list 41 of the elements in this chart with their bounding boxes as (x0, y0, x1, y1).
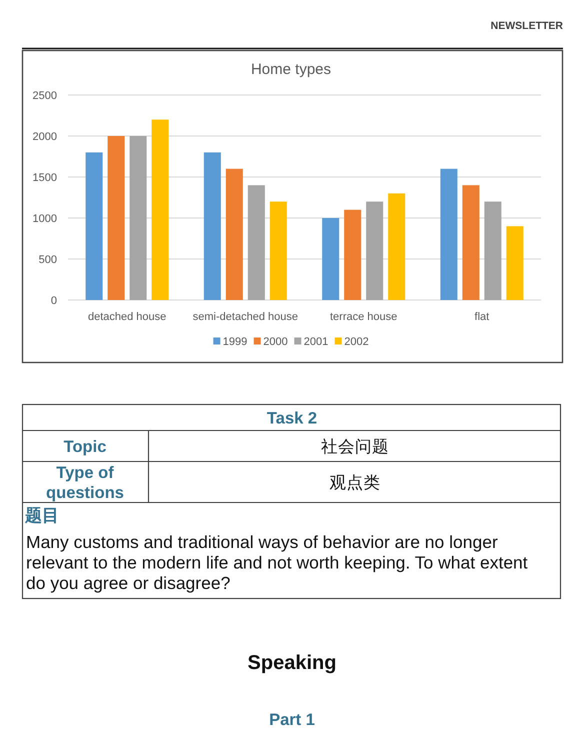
y-tick-label: 1500 (32, 172, 57, 184)
legend-label: 2001 (304, 336, 328, 348)
bar (270, 202, 287, 300)
text: Many customs and traditional ways of behavior are no longer relevant to the modern life and not worth keeping. To what extent do you agree or disagree? (26, 532, 528, 593)
bar (152, 120, 169, 300)
bar (440, 168, 458, 300)
bar (506, 226, 524, 300)
text: 社会问题 (321, 436, 389, 456)
x-tick-label: flat (474, 311, 490, 323)
bar (226, 168, 243, 300)
y-tick-label: 0 (50, 295, 57, 307)
x-tick-label: terrace house (330, 311, 398, 323)
bar (86, 152, 103, 300)
legend-label: 1999 (222, 336, 248, 348)
bar (130, 136, 147, 300)
x-tick-label: semi-detached house (192, 311, 298, 323)
legend-label: 2002 (344, 336, 369, 348)
bar (388, 193, 406, 300)
text: Type of questions (46, 464, 124, 502)
text: Topic (64, 438, 106, 456)
legend-label: 2000 (263, 336, 288, 348)
y-tick-label: 2500 (32, 90, 57, 102)
y-tick-label: 2000 (32, 131, 57, 143)
text: 观点类 (330, 472, 380, 492)
bar (484, 202, 502, 300)
text: Task 2 (266, 409, 318, 428)
x-tick-label: detached house (88, 311, 166, 323)
bar (344, 210, 362, 300)
bar (108, 136, 125, 300)
text: 题目 (24, 506, 59, 525)
bar (248, 185, 265, 300)
text: NEWSLETTER (490, 20, 564, 32)
bar (366, 202, 384, 300)
chart-title: Home types (250, 61, 332, 78)
y-tick-label: 500 (38, 254, 57, 266)
text: Part 1 (269, 710, 315, 729)
text: Speaking (248, 652, 336, 674)
bar (462, 185, 480, 300)
bar (204, 152, 221, 300)
y-tick-label: 1000 (32, 213, 57, 225)
bar (322, 218, 340, 300)
